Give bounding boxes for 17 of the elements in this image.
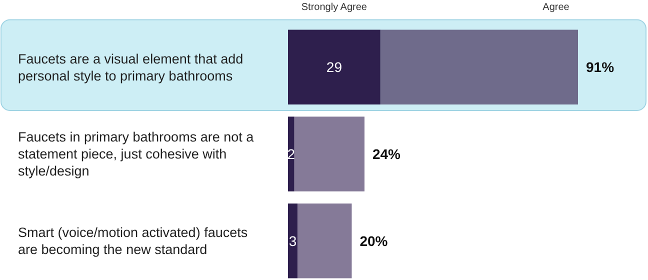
total-label: 20%: [360, 232, 388, 249]
total-label: 91%: [586, 59, 615, 76]
y-tick-label: Faucets are a visual element that add personal style to primary bathrooms: [18, 51, 244, 84]
y-tick-label: Faucets in primary bathrooms are not a statement piece, just cohesive with style/design: [18, 130, 254, 179]
bar: [288, 204, 298, 278]
data-label: 29: [326, 59, 342, 76]
bar: [294, 116, 364, 192]
bar: [288, 30, 380, 104]
bar: [380, 30, 578, 104]
y-tick-label: Smart (voice/motion activated) faucets are becoming the new standard: [18, 225, 248, 258]
series-label: Agree: [542, 2, 570, 13]
bar: [288, 116, 294, 192]
data-label: 2: [287, 146, 296, 162]
total-label: 24%: [372, 146, 402, 162]
data-label: 3: [288, 232, 297, 249]
bar: [298, 204, 352, 278]
series-label: Strongly Agree: [301, 2, 368, 13]
